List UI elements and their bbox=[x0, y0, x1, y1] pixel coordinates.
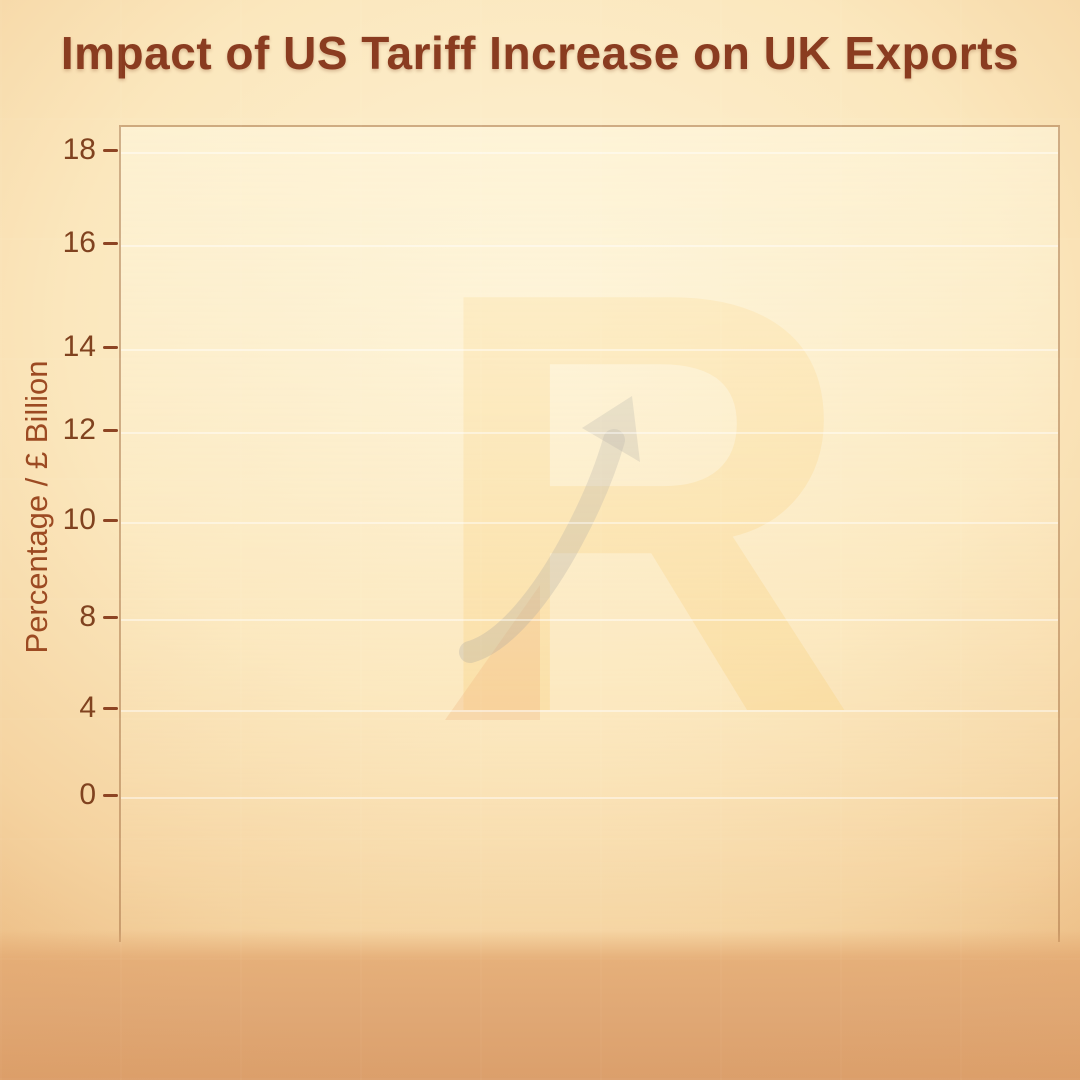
y-tick bbox=[103, 519, 118, 522]
gridline bbox=[121, 152, 1058, 154]
gridline bbox=[121, 522, 1058, 524]
y-tick bbox=[103, 707, 118, 710]
platform bbox=[93, 796, 1065, 952]
page-title: Impact of US Tariff Increase on UK Expor… bbox=[60, 27, 1020, 79]
y-tick-label: 14 bbox=[62, 330, 96, 363]
gridline bbox=[121, 349, 1058, 351]
gridline bbox=[121, 432, 1058, 434]
y-tick-label: 8 bbox=[79, 600, 96, 633]
y-tick-label: 12 bbox=[62, 413, 96, 446]
y-axis-title: Percentage / £ Billion bbox=[19, 360, 54, 654]
plot-area bbox=[119, 125, 1060, 942]
y-tick bbox=[103, 429, 118, 432]
gridline bbox=[121, 245, 1058, 247]
gridline bbox=[121, 619, 1058, 621]
y-tick bbox=[103, 346, 118, 349]
y-tick bbox=[103, 242, 118, 245]
y-tick bbox=[103, 616, 118, 619]
gridline bbox=[121, 710, 1058, 712]
floor bbox=[0, 930, 1080, 1080]
y-tick-label: 4 bbox=[79, 691, 96, 724]
y-tick bbox=[103, 794, 118, 797]
y-tick-label: 16 bbox=[62, 226, 96, 259]
y-tick-label: 18 bbox=[62, 133, 96, 166]
y-tick-label: 0 bbox=[79, 778, 96, 811]
gridline bbox=[121, 797, 1058, 799]
y-tick bbox=[103, 149, 118, 152]
y-tick-label: 10 bbox=[62, 503, 96, 536]
